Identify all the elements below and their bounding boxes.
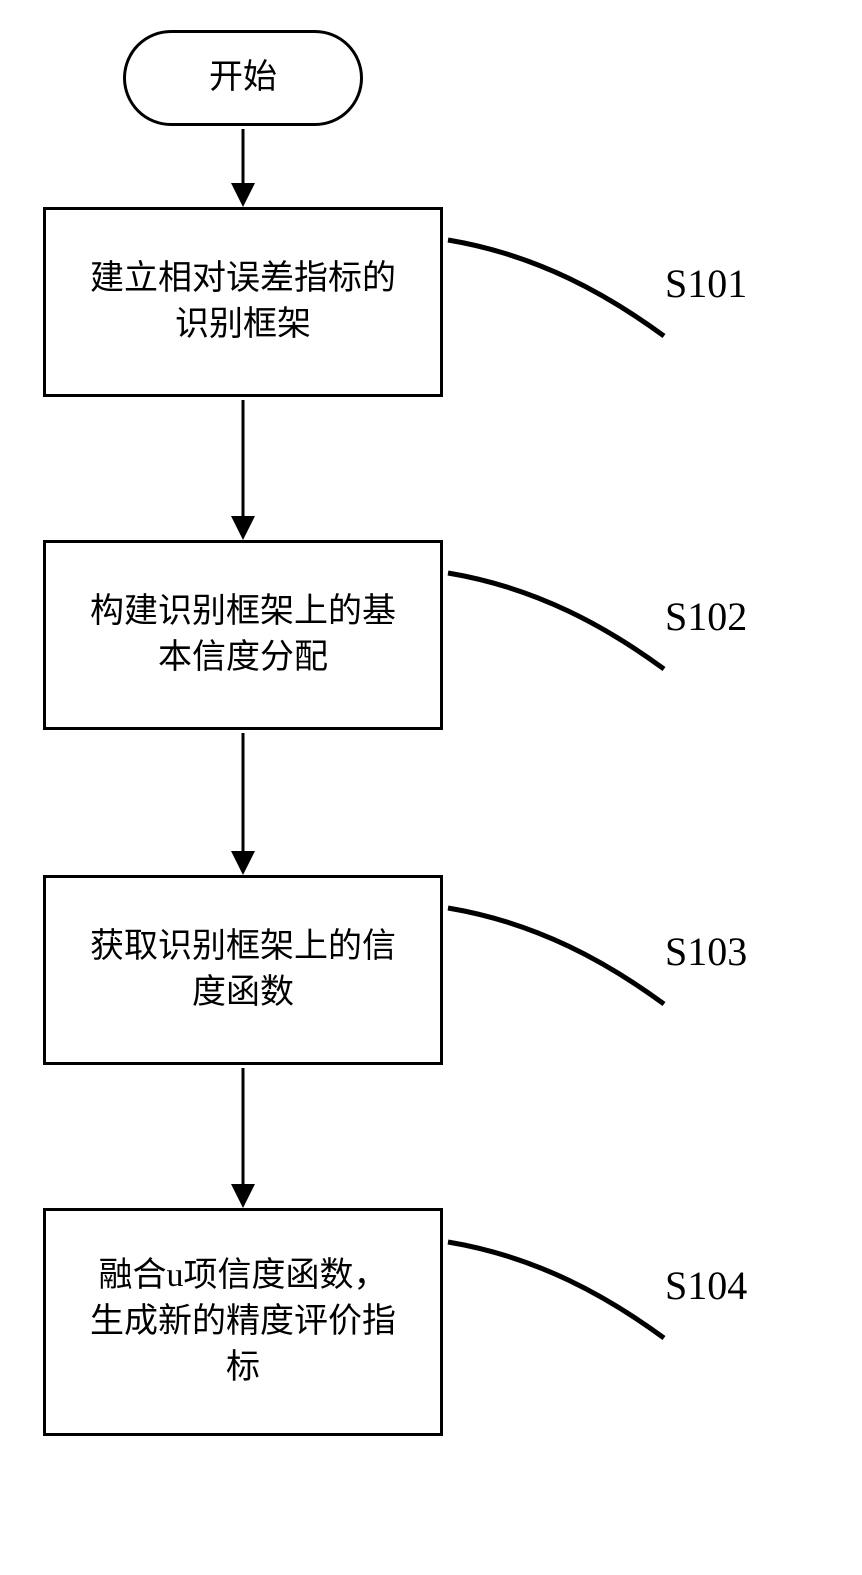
edge-s103-s104: [231, 1068, 255, 1208]
step-s104: 融合u项信度函数， 生成新的精度评价指 标: [43, 1208, 443, 1436]
curve-s101: [448, 240, 668, 340]
curve-s104: [448, 1242, 668, 1342]
edge-s102-s103: [231, 733, 255, 875]
curve-s102: [448, 573, 668, 673]
label-s102: S102: [665, 593, 747, 640]
start-node: 开始: [123, 30, 363, 126]
step-s103: 获取识别框架上的信 度函数: [43, 875, 443, 1065]
label-s103: S103: [665, 928, 747, 975]
step-s102-text: 构建识别框架上的基 本信度分配: [90, 589, 396, 681]
edge-s101-s102: [231, 400, 255, 540]
label-s101: S101: [665, 260, 747, 307]
curve-s103: [448, 908, 668, 1008]
label-s104: S104: [665, 1262, 747, 1309]
start-node-text: 开始: [209, 55, 277, 101]
flowchart-canvas: 开始 建立相对误差指标的 识别框架 S101 构建识别框架上的基 本信度分配 S…: [0, 0, 862, 1575]
step-s101-text: 建立相对误差指标的 识别框架: [90, 256, 396, 348]
step-s102: 构建识别框架上的基 本信度分配: [43, 540, 443, 730]
step-s101: 建立相对误差指标的 识别框架: [43, 207, 443, 397]
edge-start-s101: [231, 129, 255, 207]
step-s104-text: 融合u项信度函数， 生成新的精度评价指 标: [90, 1253, 396, 1391]
step-s103-text: 获取识别框架上的信 度函数: [90, 924, 396, 1016]
